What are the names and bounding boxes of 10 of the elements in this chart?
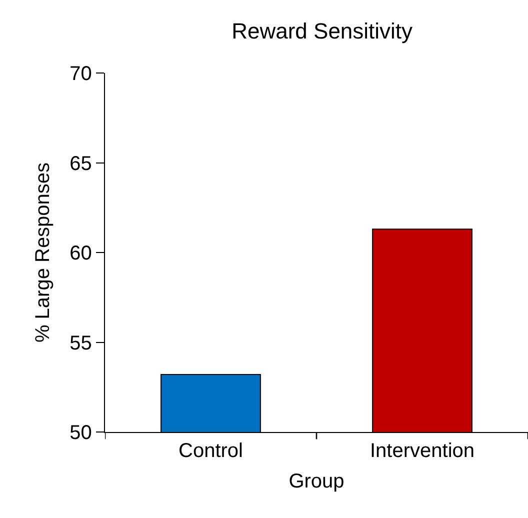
x-tick-label: Intervention: [370, 440, 475, 462]
y-tick-label: 70: [70, 63, 92, 85]
y-tick-label: 65: [70, 152, 92, 175]
y-axis-title: % Large Responses: [32, 162, 54, 343]
y-tick-label: 55: [70, 332, 92, 354]
x-tick-label: Control: [178, 440, 243, 462]
y-tick-label: 60: [70, 242, 92, 264]
x-axis-title: Group: [288, 470, 344, 493]
y-tick-label: 50: [70, 422, 92, 444]
chart-title: Reward Sensitivity: [232, 18, 413, 44]
